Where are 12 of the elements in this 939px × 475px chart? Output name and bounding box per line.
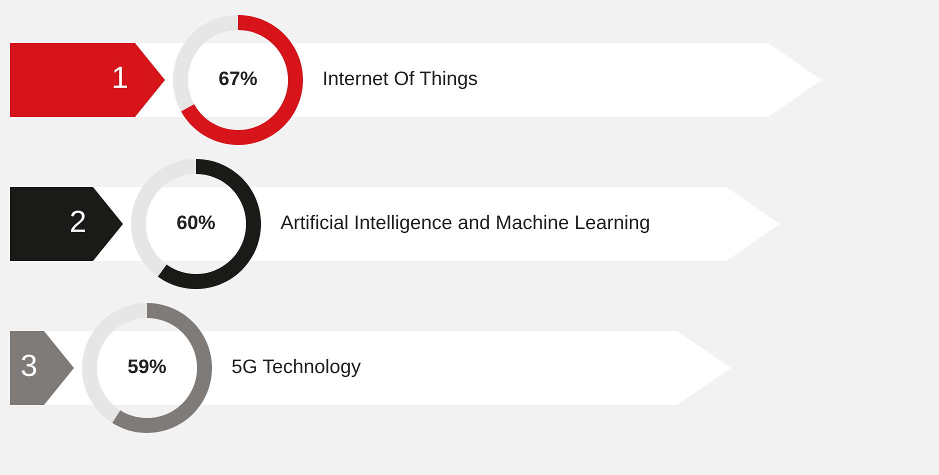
text: 2 [71,210,85,232]
donut-slice [158,159,261,289]
data-label: 59% [128,359,166,374]
text: Internet Of Things [324,70,478,90]
data-label: 60% [177,215,215,230]
text: 3 [22,354,36,376]
donut-slice [181,15,303,145]
text: Artificial Intelligence and Machine Learning [280,214,649,234]
text: 1 [114,66,128,88]
text: 5G Technology [232,358,361,378]
donut-slice [112,303,212,433]
data-label: 67% [219,71,257,86]
